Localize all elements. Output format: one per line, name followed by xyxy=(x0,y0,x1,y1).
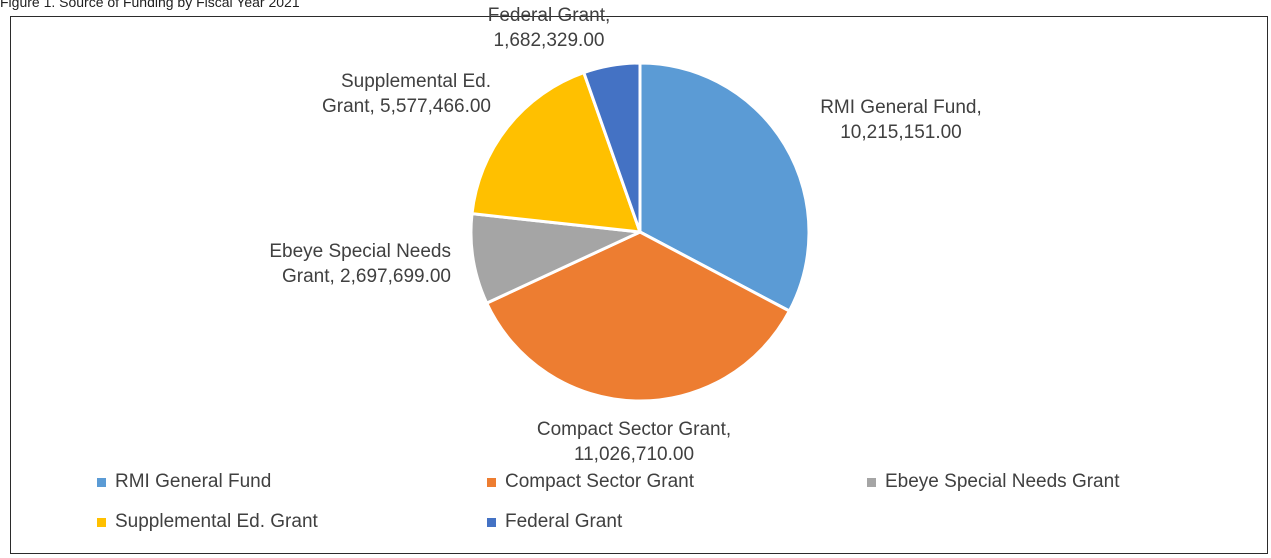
legend-item-supplemental-ed-grant: Supplemental Ed. Grant xyxy=(97,511,318,533)
pie-slice-compact-sector-grant xyxy=(485,230,791,403)
legend-item-rmi-general-fund: RMI General Fund xyxy=(97,471,271,493)
data-label-line: Compact Sector Grant, xyxy=(536,419,732,440)
data-label-line: Grant, 5,577,466.00 xyxy=(321,96,491,117)
figure-caption: Figure 1. Source of Funding by Fiscal Ye… xyxy=(0,0,300,10)
data-label-line: Ebeye Special Needs xyxy=(269,241,451,262)
legend-label: Supplemental Ed. Grant xyxy=(115,511,318,532)
legend-label: Federal Grant xyxy=(505,511,623,532)
data-label-line: Supplemental Ed. xyxy=(341,71,491,92)
data-label-line: Grant, 2,697,699.00 xyxy=(281,266,451,287)
chart-frame: RMI General Fund, 10,215,151.00 Compact Se… xyxy=(10,5,1268,554)
legend-item-ebeye-special-needs-grant: Ebeye Special Needs Grant xyxy=(867,471,1119,493)
legend-swatch xyxy=(867,477,876,487)
legend-item-compact-sector-grant: Compact Sector Grant xyxy=(487,471,694,493)
data-label-line: 10,215,151.00 xyxy=(840,122,962,143)
data-label-line: Federal Grant, xyxy=(487,5,611,26)
data-label-ebeye-special-needs-grant: Ebeye Special Needs Grant, 2,697,699.00 xyxy=(241,239,451,289)
pie-slice-ebeye-special-needs-grant xyxy=(469,212,642,305)
data-label-rmi-general-fund: RMI General Fund, 10,215,151.00 xyxy=(801,95,1001,145)
pie-slice-rmi-general-fund xyxy=(638,61,811,313)
legend-label: Compact Sector Grant xyxy=(505,471,695,492)
legend-swatch xyxy=(487,477,496,487)
legend-swatch xyxy=(487,517,496,527)
pie-slice-supplemental-ed-grant xyxy=(470,71,642,234)
pie-slice-federal-grant xyxy=(582,61,642,234)
data-label-line: RMI General Fund, xyxy=(820,97,982,118)
data-label-line: 1,682,329.00 xyxy=(493,30,605,51)
data-label-federal-grant: Federal Grant, 1,682,329.00 xyxy=(469,3,629,53)
legend-item-federal-grant: Federal Grant xyxy=(487,511,622,533)
legend-label: RMI General Fund xyxy=(115,471,272,492)
legend-swatch xyxy=(97,517,106,527)
data-label-compact-sector-grant: Compact Sector Grant, 11,026,710.00 xyxy=(514,417,754,467)
legend-label: Ebeye Special Needs Grant xyxy=(885,471,1120,492)
legend-swatch xyxy=(97,477,106,487)
pie-chart xyxy=(469,61,811,403)
data-label-line: 11,026,710.00 xyxy=(573,444,695,465)
data-label-supplemental-ed-grant: Supplemental Ed. Grant, 5,577,466.00 xyxy=(281,69,491,119)
